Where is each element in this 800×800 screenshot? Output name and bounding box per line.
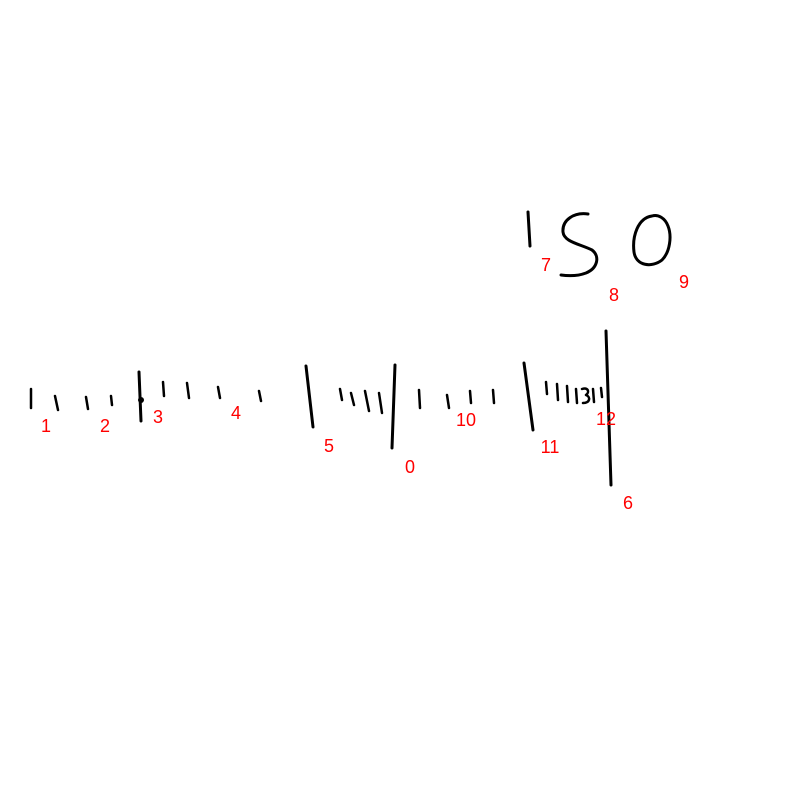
tick-stroke (349, 391, 356, 407)
tick-stroke (580, 387, 591, 405)
tick-stroke (109, 394, 114, 407)
tick-stroke (185, 381, 191, 400)
tick-stroke (544, 380, 549, 396)
handwritten-number (526, 210, 672, 278)
ink-strokes (29, 210, 672, 487)
ink-dot (138, 397, 144, 403)
tick-stroke (565, 384, 570, 404)
tick-stroke (338, 387, 344, 402)
tick-stroke (161, 380, 166, 398)
marker-label-9: 9 (679, 272, 689, 292)
marker-label-2: 2 (100, 416, 110, 436)
tick-stroke (304, 364, 315, 429)
tick-stroke (468, 389, 473, 405)
tick-stroke (599, 386, 604, 399)
tick-stroke (53, 394, 60, 412)
tick-stroke (591, 387, 596, 404)
tick-stroke (257, 389, 263, 403)
marker-label-5: 5 (324, 436, 334, 456)
tick-stroke (417, 388, 422, 410)
tick-stroke (555, 382, 560, 402)
marker-label-7: 7 (541, 255, 551, 275)
handwritten-digit-0 (632, 214, 672, 267)
tick-stroke (604, 329, 613, 487)
tick-strokes (29, 329, 613, 487)
marker-label-1: 1 (41, 416, 51, 436)
tick-stroke (445, 393, 451, 410)
tick-stroke (390, 363, 397, 450)
marker-label-12: 12 (596, 409, 616, 429)
tick-stroke (522, 361, 535, 432)
marker-label-0: 0 (405, 457, 415, 477)
marker-label-6: 6 (623, 493, 633, 513)
handwritten-digit-1 (526, 210, 532, 248)
tick-stroke (137, 370, 143, 423)
marker-label-8: 8 (609, 285, 619, 305)
tick-stroke (363, 389, 371, 413)
marker-label-11: 11 (541, 437, 560, 457)
marker-label-10: 10 (456, 410, 476, 430)
marker-label-3: 3 (153, 407, 163, 427)
marker-label-4: 4 (231, 403, 241, 423)
handwritten-digit-5 (559, 212, 599, 278)
tick-stroke (84, 395, 90, 411)
tick-stroke (491, 388, 496, 405)
tick-stroke (377, 391, 384, 415)
tick-stroke (216, 385, 222, 400)
tick-stroke (574, 387, 579, 405)
